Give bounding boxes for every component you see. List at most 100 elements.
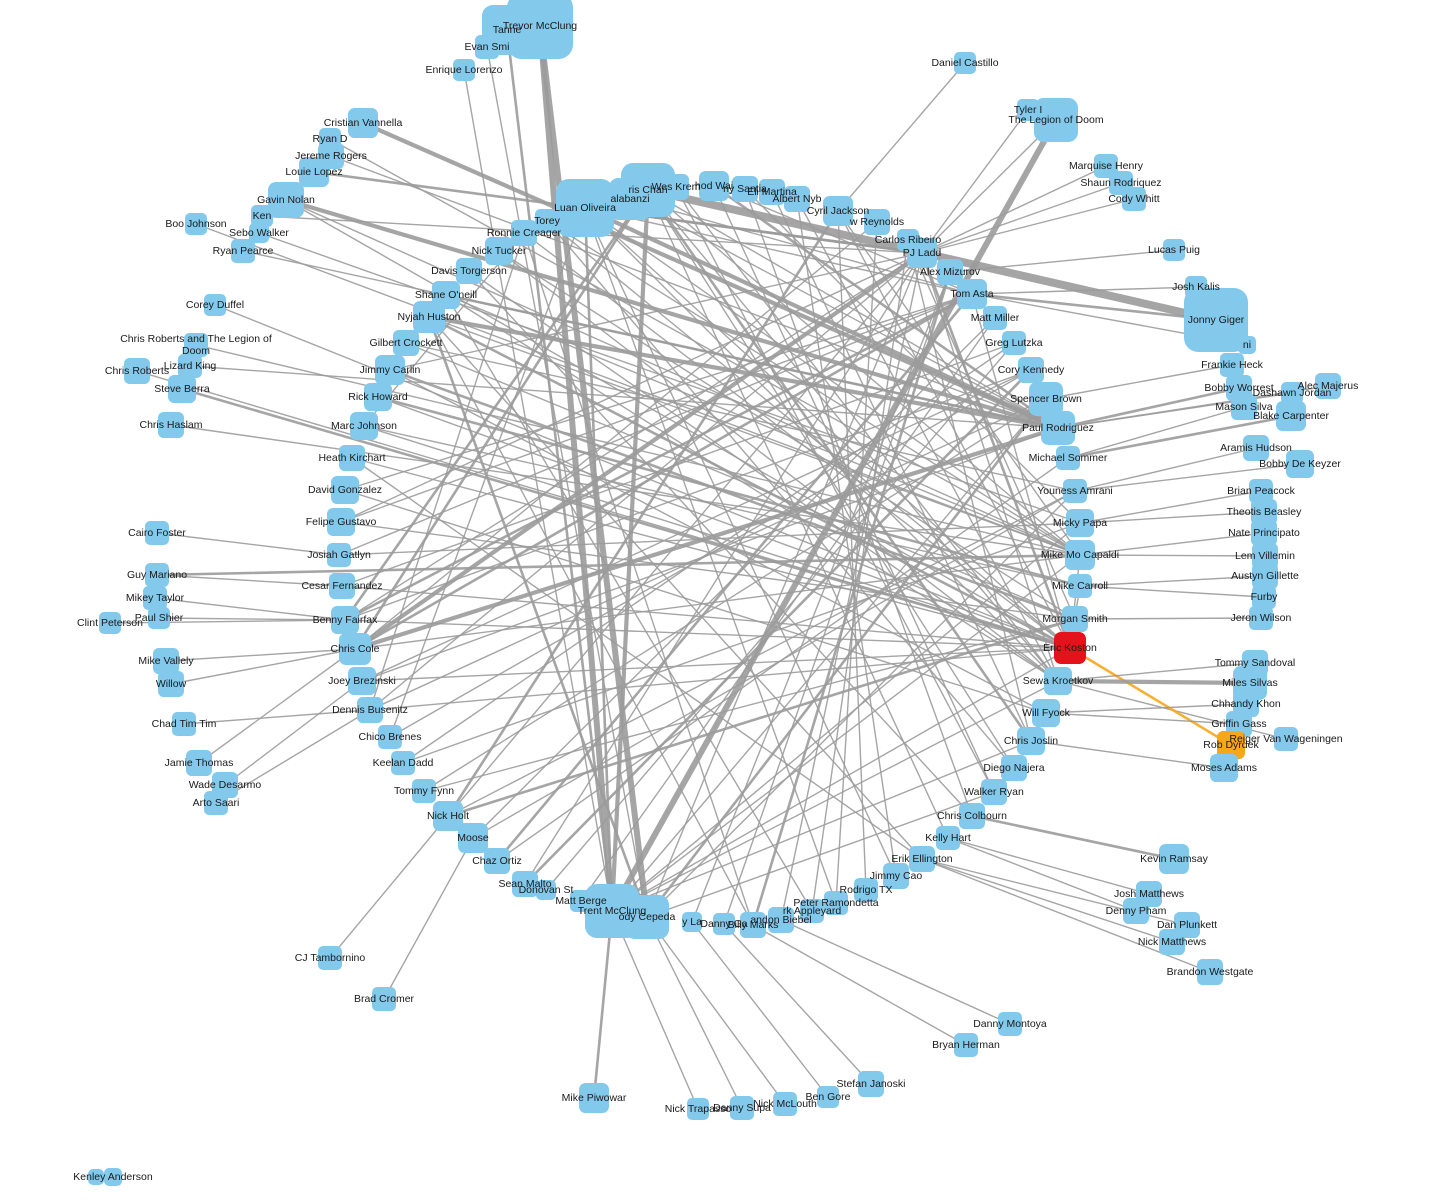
graph-node[interactable]	[1159, 929, 1185, 955]
graph-node[interactable]	[1286, 450, 1314, 478]
graph-node[interactable]	[730, 1096, 754, 1120]
graph-node[interactable]	[393, 330, 419, 356]
graph-node[interactable]	[936, 826, 960, 850]
graph-node[interactable]	[1001, 755, 1027, 781]
graph-node[interactable]	[357, 697, 383, 723]
graph-node[interactable]	[535, 209, 559, 233]
graph-node[interactable]	[556, 179, 614, 237]
graph-node[interactable]	[268, 182, 304, 218]
graph-node[interactable]	[824, 891, 848, 915]
graph-node[interactable]	[773, 1092, 797, 1116]
graph-node[interactable]	[184, 333, 208, 357]
graph-node[interactable]	[1243, 435, 1269, 461]
graph-node[interactable]	[1220, 353, 1244, 377]
graph-node[interactable]	[1066, 509, 1094, 537]
graph-node[interactable]	[185, 213, 207, 235]
graph-node[interactable]	[1123, 898, 1149, 924]
graph-node[interactable]	[1018, 357, 1044, 383]
graph-node[interactable]	[957, 279, 987, 309]
graph-node[interactable]	[1252, 543, 1278, 569]
graph-node[interactable]	[412, 779, 436, 803]
graph-node[interactable]	[740, 912, 766, 938]
graph-node[interactable]	[299, 157, 329, 187]
graph-node[interactable]	[983, 306, 1007, 330]
graph-node[interactable]	[507, 0, 573, 59]
graph-node[interactable]	[1034, 98, 1078, 142]
graph-node[interactable]	[1252, 563, 1278, 589]
graph-node[interactable]	[937, 259, 963, 285]
graph-node[interactable]	[768, 907, 794, 933]
graph-node[interactable]	[378, 725, 402, 749]
graph-node[interactable]	[327, 543, 351, 567]
graph-node[interactable]	[364, 383, 392, 411]
graph-node[interactable]	[897, 229, 919, 251]
graph-node[interactable]	[1226, 711, 1252, 737]
graph-node[interactable]	[1163, 239, 1185, 261]
graph-node[interactable]	[413, 301, 445, 333]
graph-node[interactable]	[713, 913, 735, 935]
graph-node[interactable]	[329, 573, 355, 599]
graph-node[interactable]	[1056, 446, 1080, 470]
graph-node[interactable]	[682, 912, 702, 932]
graph-node[interactable]	[475, 35, 499, 59]
graph-node[interactable]	[145, 521, 169, 545]
graph-node[interactable]	[1063, 479, 1087, 503]
graph-node[interactable]	[759, 179, 785, 205]
graph-node[interactable]	[1068, 574, 1092, 598]
graph-node-selected[interactable]	[1054, 632, 1086, 664]
graph-node[interactable]	[1274, 727, 1298, 751]
graph-node[interactable]	[1017, 727, 1045, 755]
graph-node[interactable]	[1197, 959, 1223, 985]
graph-node[interactable]	[1251, 520, 1277, 546]
graph-node[interactable]	[621, 163, 675, 217]
graph-node[interactable]	[99, 612, 121, 634]
graph-node[interactable]	[1233, 691, 1259, 717]
graph-node[interactable]	[331, 476, 359, 504]
graph-node[interactable]	[784, 186, 810, 212]
graph-node[interactable]	[327, 508, 355, 536]
graph-node[interactable]	[1249, 479, 1273, 503]
graph-node[interactable]	[817, 1086, 839, 1108]
graph-node[interactable]	[391, 751, 415, 775]
graph-node[interactable]	[512, 871, 538, 897]
graph-node[interactable]	[145, 563, 169, 587]
graph-node[interactable]	[204, 791, 228, 815]
graph-node[interactable]	[1159, 844, 1189, 874]
graph-node[interactable]	[954, 52, 976, 74]
graph-node[interactable]	[625, 895, 669, 939]
graph-node[interactable]	[1029, 382, 1063, 416]
graph-node[interactable]	[1017, 99, 1039, 121]
graph-node[interactable]	[375, 355, 405, 385]
graph-node[interactable]	[124, 358, 150, 384]
graph-node[interactable]	[456, 258, 482, 284]
graph-node[interactable]	[348, 667, 376, 695]
graph-node[interactable]	[88, 1169, 104, 1185]
graph-node[interactable]	[981, 779, 1007, 805]
graph-node[interactable]	[458, 823, 488, 853]
graph-node[interactable]	[104, 1168, 122, 1186]
graph-node[interactable]	[372, 987, 396, 1011]
graph-node[interactable]	[1044, 667, 1072, 695]
graph-node[interactable]	[433, 801, 463, 831]
graph-node-related[interactable]	[1217, 731, 1245, 759]
graph-node[interactable]	[158, 671, 184, 697]
graph-node[interactable]	[1065, 540, 1095, 570]
graph-node[interactable]	[143, 586, 167, 610]
graph-node[interactable]	[732, 176, 758, 202]
graph-node[interactable]	[1276, 401, 1306, 431]
graph-node[interactable]	[858, 1071, 884, 1097]
graph-node[interactable]	[484, 848, 510, 874]
graph-node[interactable]	[536, 880, 556, 900]
graph-node[interactable]	[251, 205, 273, 227]
graph-node[interactable]	[1210, 754, 1238, 782]
graph-node[interactable]	[854, 878, 878, 902]
graph-node[interactable]	[1184, 288, 1248, 352]
graph-node[interactable]	[348, 108, 378, 138]
graph-node[interactable]	[1252, 585, 1276, 609]
graph-node[interactable]	[909, 846, 935, 872]
graph-node[interactable]	[800, 899, 824, 923]
graph-node[interactable]	[453, 59, 475, 81]
graph-node[interactable]	[1032, 699, 1060, 727]
graph-node[interactable]	[158, 412, 184, 438]
